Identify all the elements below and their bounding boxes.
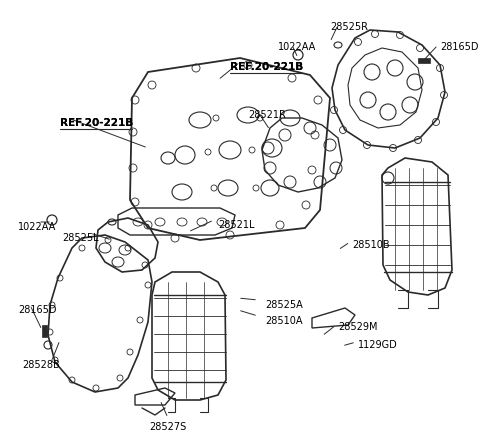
Text: 28528B: 28528B bbox=[22, 360, 60, 370]
Text: 28529M: 28529M bbox=[338, 322, 377, 332]
Text: REF.20-221B: REF.20-221B bbox=[60, 118, 133, 128]
Text: 28521L: 28521L bbox=[218, 220, 254, 230]
Text: 1129GD: 1129GD bbox=[358, 340, 398, 350]
Text: 1022AA: 1022AA bbox=[278, 42, 316, 52]
Text: 28521R: 28521R bbox=[248, 110, 286, 120]
Bar bbox=[418, 58, 430, 63]
Text: 28510A: 28510A bbox=[265, 316, 302, 326]
Text: 28525L: 28525L bbox=[62, 233, 98, 243]
Text: REF.20-221B: REF.20-221B bbox=[230, 62, 303, 72]
Text: 28165D: 28165D bbox=[440, 42, 479, 52]
Text: 28165D: 28165D bbox=[18, 305, 57, 315]
Text: 28525R: 28525R bbox=[330, 22, 368, 32]
Text: 28510B: 28510B bbox=[352, 240, 390, 250]
Text: REF.20-221B: REF.20-221B bbox=[230, 62, 303, 72]
Text: 28525A: 28525A bbox=[265, 300, 303, 310]
Text: 1022AA: 1022AA bbox=[18, 222, 56, 232]
Bar bbox=[42, 325, 47, 337]
Text: REF.20-221B: REF.20-221B bbox=[60, 118, 133, 128]
Text: 28527S: 28527S bbox=[149, 422, 187, 432]
